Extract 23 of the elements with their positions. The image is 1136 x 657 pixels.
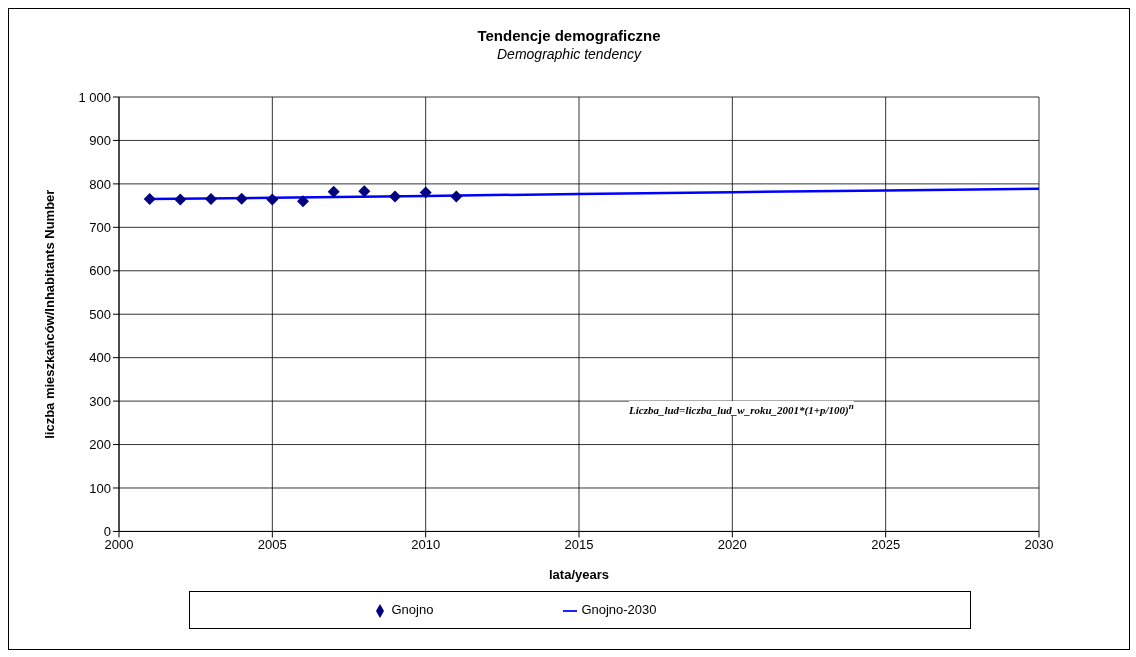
y-tick-label: 600: [89, 263, 111, 279]
x-tick-label: 2005: [257, 536, 287, 552]
x-tick-label: 2030: [1024, 536, 1054, 552]
x-tick-label: 2015: [564, 536, 594, 552]
y-tick-label: 200: [89, 437, 111, 453]
y-tick-label: 1 000: [78, 89, 111, 105]
legend-label: Gnojno-2030: [581, 602, 657, 618]
annotation: Liczba_lud=liczba_lud_w_roku_2001*(1+p/100)$^{n}$: [629, 401, 854, 416]
y-tick-label: 700: [89, 219, 111, 235]
x-tick-label: 2010: [411, 536, 441, 552]
chart-subtitle: Demographic tendency: [496, 46, 643, 62]
x-tick-label: 2020: [717, 536, 747, 552]
legend-label: Gnojno: [391, 602, 434, 618]
chart-title: Tendencje demograficzne: [476, 27, 662, 44]
y-tick-label: 800: [89, 176, 111, 192]
x-axis-title: lata/years: [549, 567, 609, 583]
x-tick-label: 2025: [871, 536, 901, 552]
y-tick-label: 100: [89, 480, 111, 496]
y-tick-label: 300: [89, 393, 111, 409]
y-tick-label: 900: [89, 133, 111, 149]
y-tick-label: 500: [89, 306, 111, 322]
y-axis-title: liczba mieszkańców/Inhabitants Number: [41, 189, 57, 439]
y-tick-label: 400: [89, 350, 111, 366]
